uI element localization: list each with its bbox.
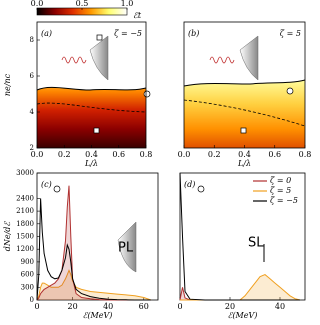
x-tick-label: 0.2: [208, 150, 221, 159]
y-axis-label: dNe/dℰ: [3, 221, 12, 252]
y-tick-label: 1500: [16, 233, 34, 241]
x-tick-label: 20: [225, 302, 235, 311]
x-tick-label: 0.0: [178, 150, 191, 159]
axes-frame: [183, 21, 306, 149]
series-line: [36, 198, 151, 301]
x-tick-label: 0.4: [85, 150, 98, 159]
marker: [93, 127, 100, 134]
y-tick-label: 1800: [16, 220, 34, 228]
x-tick-label: 0.6: [268, 150, 281, 159]
axes-frame: [36, 21, 147, 149]
panel-label: (d): [184, 180, 195, 189]
laser-icon: [209, 56, 235, 64]
target-icon: [89, 35, 109, 81]
y-tick-label: 8: [30, 36, 34, 44]
legend-label: ζ = −5: [270, 196, 298, 205]
y-tick-label: 1200: [16, 245, 34, 253]
contour: [36, 86, 147, 91]
contour-dashed: [36, 102, 147, 113]
legend-label: ζ = 5: [270, 186, 291, 195]
x-tick-label: 0.6: [112, 150, 125, 159]
annotation: PL: [118, 241, 134, 256]
series-line: [36, 269, 152, 301]
contour: [183, 79, 306, 87]
marker: [96, 34, 103, 41]
y-tick-label: 2: [30, 144, 34, 152]
x-tick-label: 0: [34, 302, 39, 311]
area: [180, 274, 300, 300]
annotation: SL: [248, 236, 264, 251]
figure: 0.0 0.5 1.0 ℰt 0.0 0.2 0.4 0.6 0.8 2 4 6 8 L/λ ne/nc (a…: [3, 0, 312, 320]
x-tick-label: 40: [275, 302, 285, 311]
x-tick-label: 0: [177, 302, 182, 311]
laser-icon: [61, 56, 87, 64]
marker: [286, 87, 294, 95]
y-tick-label: 2400: [16, 194, 34, 202]
x-tick-label: 0.8: [140, 150, 153, 159]
legend-label: ζ = 0: [270, 176, 291, 185]
y-tick-label: 6: [30, 72, 35, 80]
series-line: [179, 172, 300, 301]
target-icon: [117, 221, 137, 273]
y-tick-label: 2100: [16, 207, 34, 215]
x-tick-label: 60: [139, 302, 149, 311]
y-tick-label: 300: [21, 283, 34, 291]
x-axis-label: L/λ: [84, 159, 98, 168]
contour-dashed: [183, 99, 306, 127]
x-tick-label: 0.2: [58, 150, 71, 159]
colorbar-tick-label: 0.5: [76, 0, 89, 8]
x-tick-label: 20: [67, 302, 77, 311]
colorbar-tick-label: 0.0: [31, 0, 44, 8]
colorbar-tick-label: 1.0: [121, 0, 134, 8]
panel-label: (a): [41, 29, 52, 38]
y-tick-label: 4: [30, 108, 35, 116]
map-decor: [36, 22, 306, 273]
panel-label: (c): [41, 180, 52, 189]
marker: [143, 90, 151, 98]
area: [37, 185, 151, 300]
area: [37, 270, 151, 300]
x-tick-label: 0.8: [299, 150, 312, 159]
marker: [240, 127, 247, 134]
marker: [197, 185, 205, 193]
y-tick-label: 0: [30, 296, 34, 304]
x-tick-label: 0.4: [238, 150, 251, 159]
colorbar-label: ℰt: [133, 11, 142, 20]
axes-frame: [36, 172, 159, 301]
marker: [53, 185, 61, 193]
x-tick-label: 0.0: [31, 150, 44, 159]
y-tick-label: 900: [21, 258, 34, 266]
series-line: [180, 274, 301, 301]
y-axis-label: ne/nc: [3, 73, 12, 96]
y-tick-label: 3000: [16, 169, 34, 177]
x-axis-label: L/λ: [237, 159, 251, 168]
annotation: ζ = −5: [114, 29, 142, 38]
panel-label: (b): [188, 29, 199, 38]
y-tick-label: 600: [21, 271, 34, 279]
x-axis-label: ℰ(MeV): [228, 311, 258, 320]
x-axis-label: ℰ(MeV): [83, 311, 113, 320]
x-tick-label: 40: [103, 302, 113, 311]
annotation: ζ = 5: [280, 29, 301, 38]
target-icon: [239, 35, 259, 81]
